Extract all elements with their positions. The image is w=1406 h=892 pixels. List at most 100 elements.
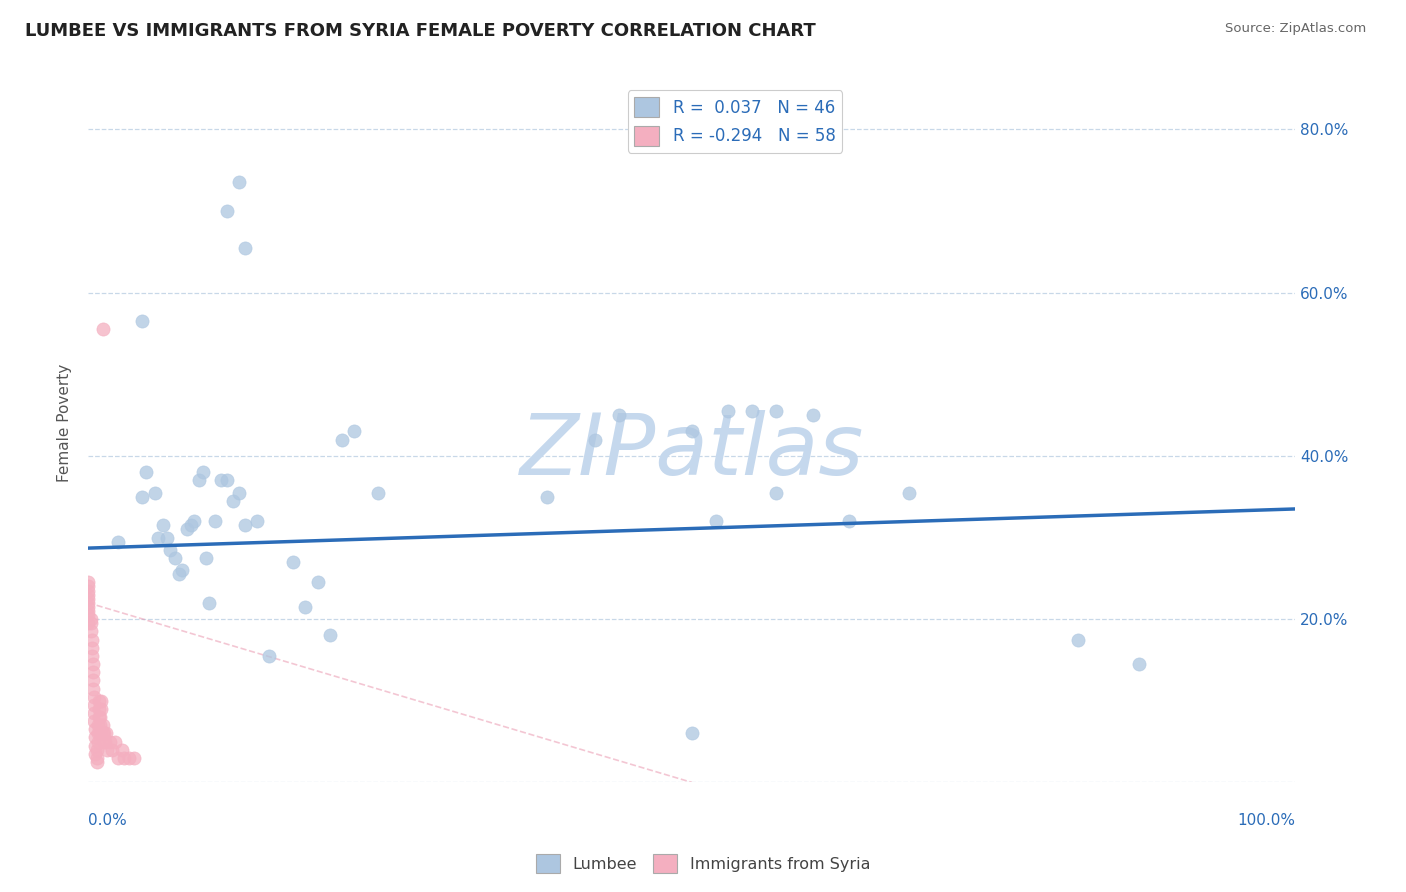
Point [79,624,101,639]
Point [87,702,110,716]
Point [176,522,198,536]
Point [77,596,100,610]
Point [228,485,250,500]
Point [246,514,269,528]
Point [90,694,112,708]
Point [87,718,110,732]
Point [107,751,129,765]
Point [91,718,114,732]
Point [87,694,110,708]
Point [152,518,174,533]
Point [101,743,124,757]
Point [84,723,107,737]
Point [156,531,179,545]
Point [82,673,104,688]
Point [77,591,100,606]
Point [86,751,108,765]
Point [367,485,389,500]
Point [609,408,631,422]
Point [183,514,205,528]
Point [91,322,114,336]
Point [159,542,181,557]
Point [135,465,157,479]
Text: ZIPatlas: ZIPatlas [520,410,863,493]
Point [104,734,127,748]
Point [143,485,166,500]
Point [180,518,202,533]
Point [681,425,703,439]
Point [307,575,329,590]
Point [80,632,103,647]
Point [80,648,103,663]
Point [148,531,170,545]
Point [86,755,108,769]
Point [84,739,107,753]
Point [83,690,105,704]
Point [87,710,110,724]
Point [86,743,108,757]
Point [209,474,232,488]
Point [131,490,153,504]
Point [80,640,103,655]
Point [96,726,118,740]
Point [82,681,104,696]
Text: 0.0%: 0.0% [89,813,127,828]
Point [84,747,107,761]
Point [233,518,256,533]
Point [107,534,129,549]
Point [122,751,145,765]
Point [77,579,100,593]
Point [165,550,187,565]
Point [77,588,100,602]
Point [77,608,100,623]
Point [89,718,111,732]
Point [222,493,245,508]
Point [536,490,558,504]
Point [83,706,105,720]
Text: LUMBEE VS IMMIGRANTS FROM SYRIA FEMALE POVERTY CORRELATION CHART: LUMBEE VS IMMIGRANTS FROM SYRIA FEMALE P… [25,22,815,40]
Point [765,485,787,500]
Point [111,743,134,757]
Point [198,596,221,610]
Point [717,404,740,418]
Point [77,616,100,631]
Point [228,176,250,190]
Point [83,698,105,712]
Point [195,550,218,565]
Point [167,567,190,582]
Point [96,743,118,757]
Point [98,734,121,748]
Text: Source: ZipAtlas.com: Source: ZipAtlas.com [1226,22,1367,36]
Point [330,433,353,447]
Legend: Lumbee, Immigrants from Syria: Lumbee, Immigrants from Syria [530,847,876,880]
Point [79,612,101,626]
Point [801,408,824,422]
Point [82,665,104,680]
Text: 100.0%: 100.0% [1237,813,1295,828]
Point [87,734,110,748]
Point [898,485,921,500]
Point [91,726,114,740]
Point [1128,657,1150,671]
Point [89,726,111,740]
Point [294,599,316,614]
Point [741,404,763,418]
Point [94,734,117,748]
Point [77,599,100,614]
Point [77,583,100,598]
Point [257,648,280,663]
Point [233,241,256,255]
Point [84,731,107,745]
Point [172,563,194,577]
Point [681,726,703,740]
Point [87,726,110,740]
Point [215,474,238,488]
Point [283,555,305,569]
Point [765,404,787,418]
Point [112,751,135,765]
Point [1067,632,1090,647]
Point [77,604,100,618]
Point [77,575,100,590]
Point [191,465,214,479]
Point [82,657,104,671]
